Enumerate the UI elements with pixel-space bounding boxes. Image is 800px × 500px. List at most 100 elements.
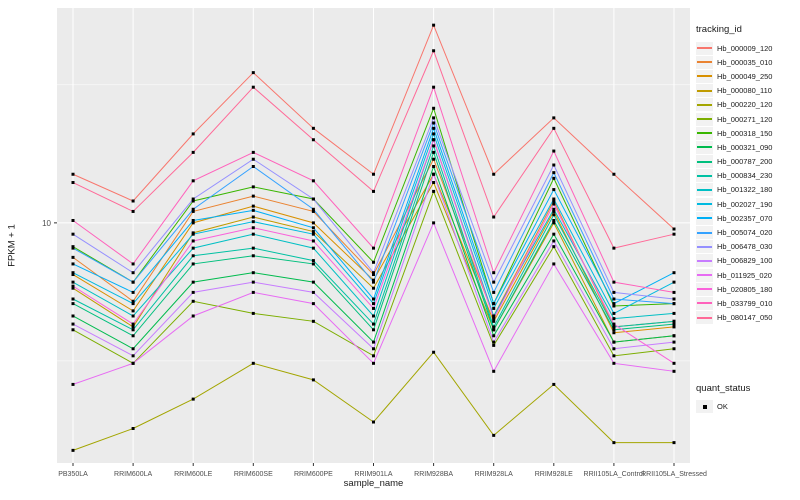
data-point bbox=[432, 23, 436, 27]
data-point bbox=[251, 290, 255, 294]
data-point bbox=[251, 361, 255, 365]
data-point bbox=[432, 49, 436, 53]
data-point bbox=[552, 221, 556, 225]
data-point bbox=[71, 246, 75, 250]
data-point bbox=[131, 280, 135, 284]
data-point bbox=[71, 284, 75, 288]
data-point bbox=[372, 420, 375, 424]
data-point bbox=[612, 290, 616, 294]
data-point bbox=[672, 325, 676, 329]
data-point bbox=[191, 207, 195, 211]
data-point bbox=[612, 340, 616, 344]
data-point bbox=[492, 290, 496, 294]
data-point bbox=[492, 306, 496, 310]
legend-key bbox=[696, 112, 713, 126]
legend-item-Hb_006829_100: Hb_006829_100 bbox=[696, 254, 800, 268]
legend-label: Hb_006829_100 bbox=[717, 256, 773, 266]
data-point bbox=[432, 106, 436, 110]
legend-label: Hb_000321_090 bbox=[717, 142, 773, 152]
legend-label: Hb_000080_110 bbox=[717, 86, 772, 96]
data-point bbox=[191, 197, 195, 201]
line-swatch bbox=[697, 188, 712, 191]
data-point bbox=[372, 271, 375, 275]
data-point bbox=[311, 378, 315, 382]
data-point bbox=[372, 302, 375, 306]
data-point bbox=[311, 209, 315, 213]
data-point bbox=[672, 319, 676, 323]
legend-item-Hb_000220_120: Hb_000220_120 bbox=[696, 98, 800, 112]
series-points-Hb_006478_030 bbox=[71, 116, 676, 301]
data-point bbox=[612, 297, 616, 301]
legend-label: Hb_000834_230 bbox=[717, 171, 773, 181]
data-point bbox=[552, 245, 556, 249]
line-swatch bbox=[697, 316, 712, 319]
data-point bbox=[372, 286, 375, 290]
data-point bbox=[131, 199, 135, 203]
legend-label: Hb_005074_020 bbox=[717, 228, 773, 238]
series-points-Hb_000220_120 bbox=[71, 350, 676, 452]
data-point bbox=[131, 354, 135, 358]
data-point bbox=[672, 441, 676, 445]
data-point bbox=[71, 218, 75, 222]
line-swatch bbox=[697, 245, 712, 248]
data-point bbox=[492, 325, 496, 329]
legend-label: Hb_000049_250 bbox=[717, 71, 773, 81]
data-point bbox=[191, 221, 195, 225]
data-point bbox=[71, 314, 75, 318]
series-points-Hb_020805_180 bbox=[71, 138, 676, 365]
data-point bbox=[552, 232, 556, 236]
data-point bbox=[672, 361, 676, 365]
data-point bbox=[672, 232, 676, 236]
legend-key bbox=[696, 268, 713, 282]
data-point bbox=[612, 441, 616, 445]
data-point bbox=[131, 322, 135, 326]
legend-key bbox=[696, 84, 713, 98]
data-point bbox=[251, 215, 255, 219]
data-point bbox=[131, 347, 135, 351]
data-point bbox=[672, 227, 676, 231]
data-point bbox=[372, 314, 375, 318]
data-point bbox=[71, 302, 75, 306]
data-point bbox=[372, 172, 375, 176]
data-point bbox=[251, 150, 255, 154]
data-point bbox=[432, 150, 436, 154]
legend-label: Hb_001322_180 bbox=[717, 185, 773, 195]
legend-label: Hb_080147_050 bbox=[717, 313, 773, 323]
data-point bbox=[251, 204, 255, 208]
series-points-Hb_002027_190 bbox=[71, 132, 676, 315]
legend-item-Hb_000009_120: Hb_000009_120 bbox=[696, 41, 800, 55]
line-swatch bbox=[697, 61, 712, 64]
data-point bbox=[672, 340, 676, 344]
data-point bbox=[311, 302, 315, 306]
data-point bbox=[552, 197, 556, 201]
data-point bbox=[672, 322, 676, 326]
data-point bbox=[251, 71, 255, 75]
data-point bbox=[131, 302, 135, 306]
legend-key bbox=[696, 282, 713, 296]
line-swatch bbox=[697, 146, 712, 149]
data-point bbox=[492, 302, 496, 306]
data-point bbox=[492, 369, 496, 373]
x-tick-label: RRII105LA_Stressed bbox=[641, 471, 707, 478]
data-point bbox=[612, 361, 616, 365]
legend-key bbox=[696, 226, 713, 240]
data-point bbox=[311, 259, 315, 263]
data-point bbox=[552, 239, 556, 243]
data-point bbox=[612, 325, 616, 329]
data-point bbox=[131, 271, 135, 275]
data-point bbox=[251, 280, 255, 284]
line-swatch bbox=[697, 89, 712, 92]
legend-item-Hb_000271_120: Hb_000271_120 bbox=[696, 112, 800, 126]
data-point bbox=[372, 328, 375, 332]
x-tick-label: PB350LA bbox=[58, 471, 88, 478]
data-point bbox=[612, 246, 616, 250]
legend-key bbox=[696, 41, 713, 55]
point-swatch bbox=[702, 404, 707, 409]
legend-label: Hb_000009_120 bbox=[717, 43, 773, 53]
data-point bbox=[71, 255, 75, 259]
data-point bbox=[191, 179, 195, 183]
data-point bbox=[672, 369, 676, 373]
data-point bbox=[432, 221, 436, 225]
legend-label: Hb_000787_200 bbox=[717, 157, 773, 167]
x-axis-title: sample_name bbox=[343, 478, 404, 489]
